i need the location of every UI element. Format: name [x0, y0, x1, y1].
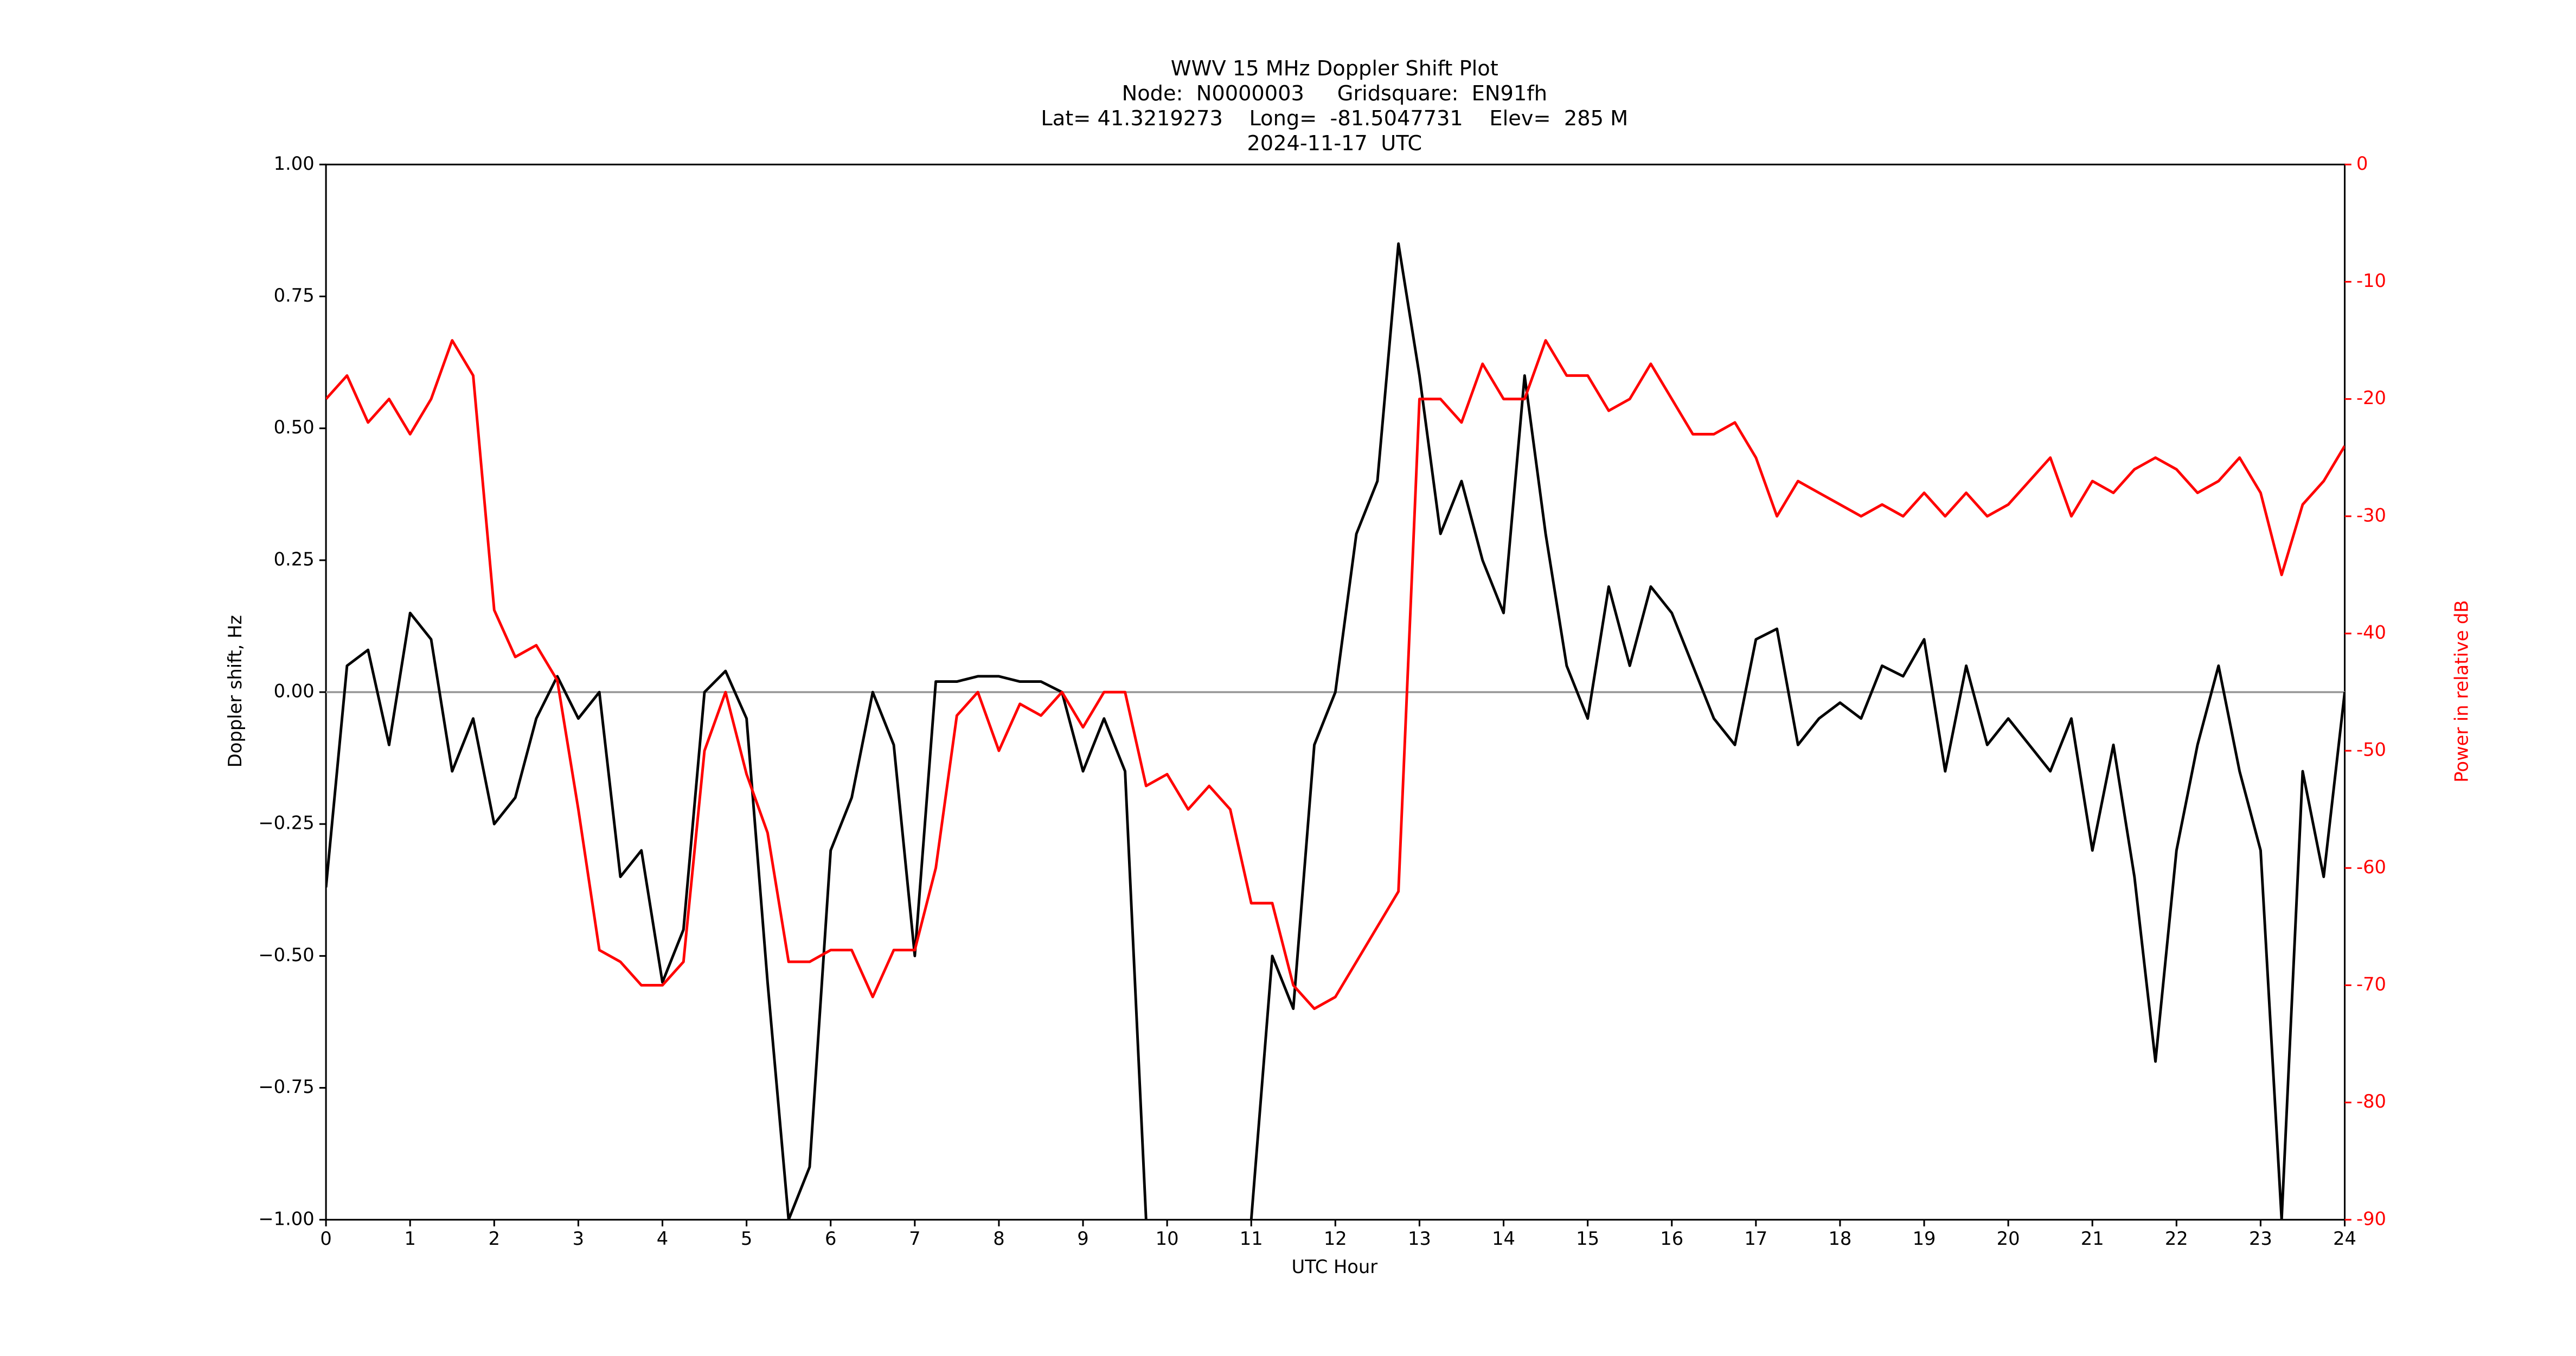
chart-subtitle: 2024-11-17 UTC	[1247, 131, 1422, 156]
x-tick-label: 5	[741, 1228, 752, 1249]
x-tick-label: 15	[1576, 1228, 1599, 1249]
y2-tick-label: -90	[2356, 1208, 2386, 1229]
x-tick-label: 18	[1828, 1228, 1851, 1249]
y-tick-label: 0.50	[274, 417, 315, 438]
x-tick-label: 13	[1408, 1228, 1431, 1249]
y2-tick-label: -60	[2356, 856, 2386, 878]
y2-tick-label: -50	[2356, 739, 2386, 760]
x-tick-label: 1	[404, 1228, 415, 1249]
y-axis-label: Doppler shift, Hz	[225, 615, 246, 767]
x-axis-label: UTC Hour	[1291, 1256, 1377, 1277]
x-tick-label: 24	[2333, 1228, 2356, 1249]
chart-title: WWV 15 MHz Doppler Shift Plot	[1171, 56, 1498, 81]
y2-tick-label: 0	[2356, 153, 2368, 174]
y2-tick-label: -30	[2356, 504, 2386, 526]
y2-tick-label: -70	[2356, 974, 2386, 995]
x-tick-label: 9	[1077, 1228, 1088, 1249]
y-tick-label: −0.50	[258, 944, 314, 965]
data-line	[326, 339, 2345, 1010]
x-tick-label: 22	[2165, 1228, 2188, 1249]
chart-subtitle: Lat= 41.3219273 Long= -81.5047731 Elev= …	[1041, 106, 1628, 131]
x-tick-label: 11	[1240, 1228, 1263, 1249]
y2-tick-label: -80	[2356, 1091, 2386, 1112]
x-tick-label: 12	[1324, 1228, 1347, 1249]
y2-tick-label: -10	[2356, 270, 2386, 291]
y-tick-label: 0.00	[274, 681, 315, 702]
x-tick-label: 19	[1913, 1228, 1936, 1249]
y-tick-label: −0.75	[258, 1076, 314, 1097]
chart-subtitle: Node: N0000003 Gridsquare: EN91fh	[1122, 81, 1547, 106]
x-tick-label: 2	[489, 1228, 500, 1249]
x-tick-label: 8	[993, 1228, 1004, 1249]
x-tick-label: 3	[573, 1228, 584, 1249]
data-line	[326, 242, 2345, 1220]
x-tick-label: 20	[1997, 1228, 2020, 1249]
x-tick-label: 16	[1660, 1228, 1683, 1249]
x-tick-label: 17	[1744, 1228, 1767, 1249]
x-tick-label: 7	[909, 1228, 920, 1249]
y-tick-label: 1.00	[274, 153, 315, 174]
x-tick-label: 4	[657, 1228, 668, 1249]
y-tick-label: 0.75	[274, 285, 315, 306]
y2-axis-label: Power in relative dB	[2451, 600, 2472, 782]
x-tick-label: 6	[825, 1228, 836, 1249]
y-tick-label: −0.25	[258, 813, 314, 834]
y2-tick-label: -40	[2356, 622, 2386, 643]
y-tick-label: 0.25	[274, 548, 315, 570]
y-tick-label: −1.00	[258, 1208, 314, 1229]
x-tick-label: 0	[320, 1228, 331, 1249]
x-tick-label: 21	[2081, 1228, 2104, 1249]
y2-tick-label: -20	[2356, 387, 2386, 408]
x-tick-label: 14	[1492, 1228, 1515, 1249]
x-tick-label: 23	[2249, 1228, 2272, 1249]
x-tick-label: 10	[1156, 1228, 1179, 1249]
